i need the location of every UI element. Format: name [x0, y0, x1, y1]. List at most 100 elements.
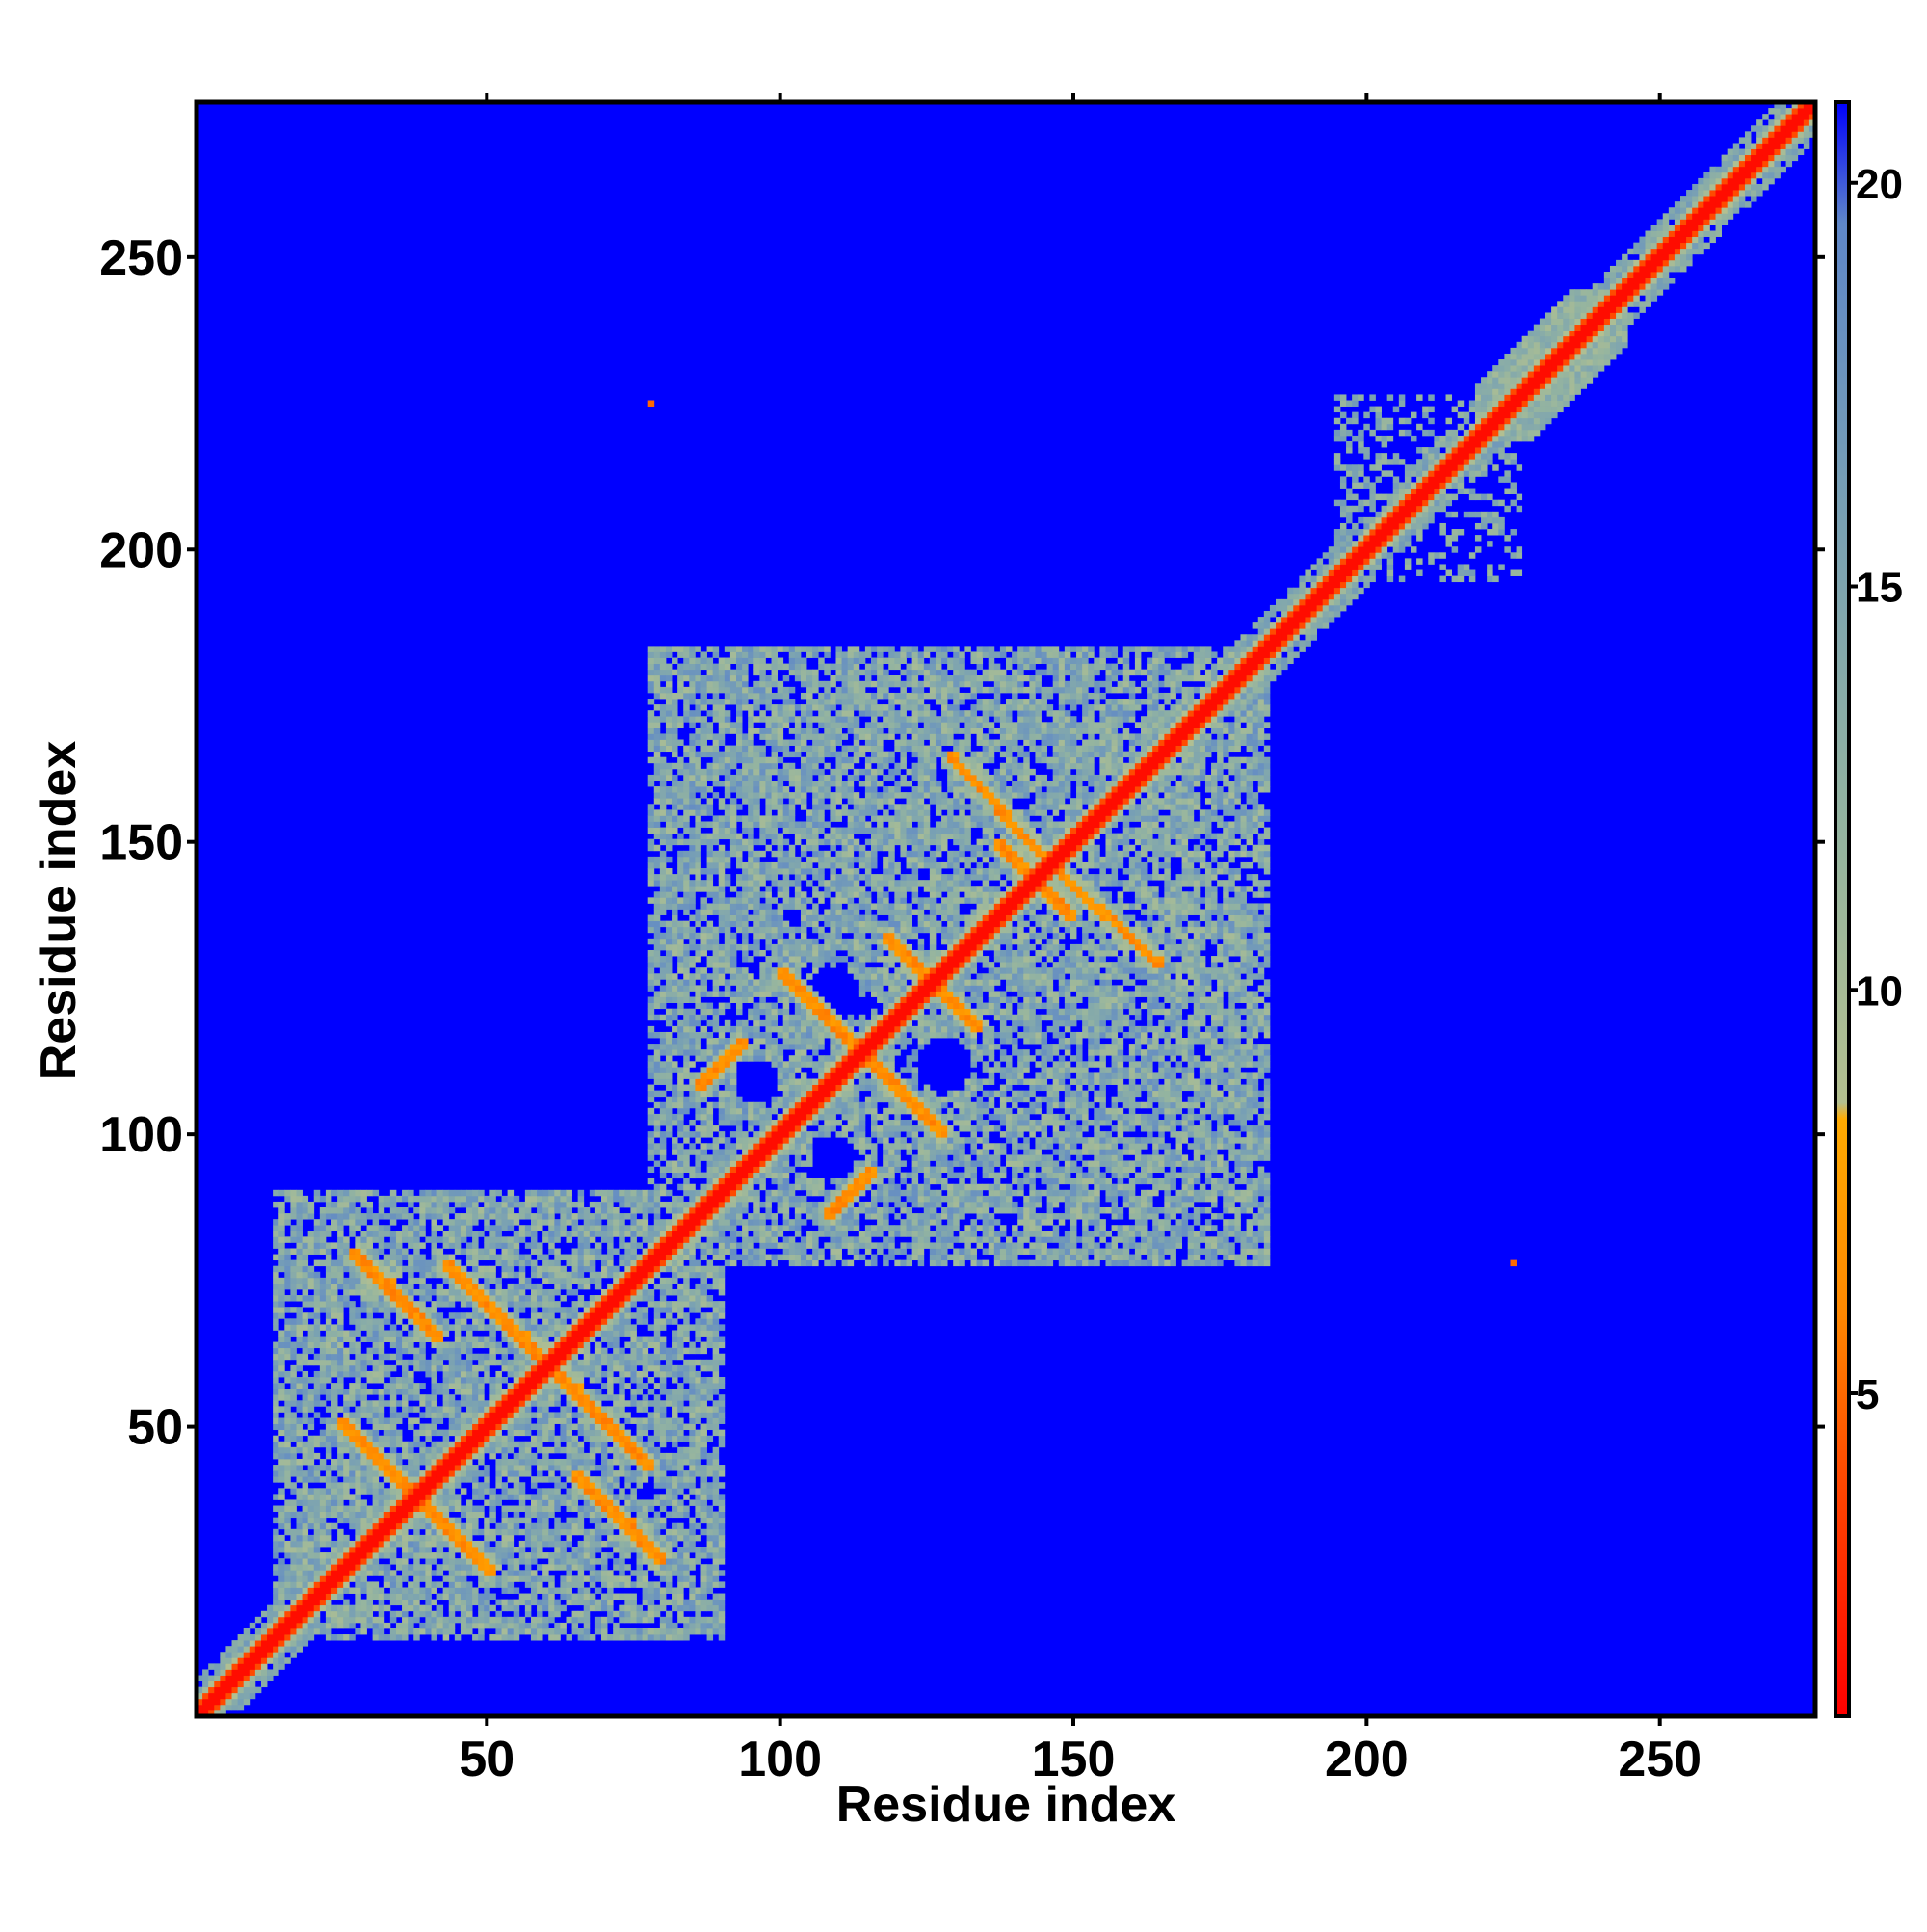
- heatmap-cell: [331, 1511, 338, 1519]
- heatmap-cell: [530, 1558, 538, 1565]
- heatmap-cell: [518, 1558, 526, 1565]
- heatmap-cell: [636, 1347, 644, 1355]
- heatmap-cell: [325, 1581, 332, 1588]
- heatmap-cell: [495, 1377, 502, 1384]
- heatmap-cell: [202, 1681, 209, 1688]
- heatmap-cell: [607, 1283, 614, 1290]
- heatmap-cell: [284, 1499, 291, 1506]
- heatmap-cell: [601, 1301, 608, 1308]
- heatmap-cell: [542, 1564, 549, 1571]
- heatmap-cell: [360, 1324, 367, 1331]
- heatmap-cell: [700, 1499, 707, 1506]
- heatmap-cell: [653, 1254, 661, 1261]
- heatmap-cell: [419, 1283, 426, 1290]
- heatmap-cell: [712, 1400, 720, 1407]
- heatmap-cell: [1152, 1259, 1159, 1267]
- heatmap-cell: [378, 1522, 385, 1530]
- heatmap-cell: [278, 1301, 285, 1308]
- heatmap-cell: [225, 1704, 232, 1711]
- heatmap-cell: [419, 1341, 426, 1349]
- heatmap-cell: [431, 1400, 437, 1407]
- heatmap-cell: [489, 1452, 496, 1460]
- heatmap-cell: [619, 1330, 625, 1337]
- heatmap-cell: [343, 1465, 350, 1471]
- heatmap-cell: [325, 1482, 332, 1489]
- heatmap-cell: [636, 1370, 644, 1378]
- heatmap-cell: [313, 1312, 321, 1319]
- heatmap-cell: [613, 1417, 620, 1424]
- heatmap-cell: [665, 1628, 673, 1635]
- heatmap-cell: [507, 1370, 515, 1378]
- heatmap-cell: [665, 1265, 673, 1273]
- heatmap-cell: [284, 1389, 291, 1395]
- heatmap-cell: [460, 1505, 467, 1512]
- heatmap-cell: [360, 1564, 367, 1571]
- heatmap-cell: [325, 1330, 332, 1337]
- heatmap-cell: [366, 1558, 374, 1565]
- heatmap-cell: [478, 1336, 485, 1342]
- heatmap-cell: [489, 1564, 496, 1571]
- heatmap-cell: [343, 1359, 350, 1366]
- heatmap-cell: [577, 1377, 585, 1384]
- heatmap-cell: [349, 1318, 356, 1325]
- heatmap-cell: [402, 1540, 409, 1548]
- heatmap-cell: [273, 1283, 279, 1290]
- heatmap-cell: [982, 1236, 990, 1243]
- heatmap-cell: [566, 1423, 572, 1431]
- heatmap-cell: [607, 1417, 614, 1424]
- heatmap-cell: [935, 1248, 942, 1255]
- heatmap-cell: [313, 1341, 321, 1349]
- heatmap-cell: [507, 1570, 515, 1576]
- heatmap-cell: [495, 1435, 502, 1442]
- heatmap-cell: [431, 1494, 437, 1500]
- heatmap-cell: [589, 1441, 596, 1448]
- heatmap-cell: [325, 1452, 332, 1460]
- heatmap-cell: [478, 1540, 485, 1548]
- heatmap-cell: [408, 1283, 414, 1290]
- heatmap-cell: [372, 1406, 380, 1413]
- heatmap-cell: [325, 1312, 332, 1319]
- heatmap-cell: [653, 1347, 661, 1355]
- heatmap-cell: [683, 1581, 690, 1588]
- heatmap-cell: [542, 1231, 549, 1237]
- heatmap-cell: [665, 1307, 673, 1313]
- heatmap-cell: [630, 1347, 637, 1355]
- heatmap-cell: [290, 1370, 297, 1378]
- heatmap-cell: [436, 1364, 444, 1372]
- heatmap-cell: [383, 1511, 391, 1519]
- heatmap-cell: [700, 1364, 707, 1372]
- heatmap-cell: [601, 1599, 608, 1606]
- heatmap-cell: [302, 1429, 309, 1437]
- heatmap-cell: [1094, 1248, 1100, 1255]
- heatmap-cell: [583, 1452, 591, 1460]
- heatmap-cell: [518, 1429, 526, 1437]
- heatmap-cell: [542, 1488, 549, 1495]
- heatmap-cell: [343, 1634, 350, 1641]
- heatmap-cell: [425, 1593, 432, 1601]
- heatmap-cell: [706, 1259, 714, 1267]
- heatmap-cell: [624, 1522, 631, 1530]
- heatmap-cell: [677, 1341, 684, 1349]
- heatmap-cell: [349, 1312, 356, 1319]
- heatmap-cell: [489, 1295, 496, 1302]
- heatmap-cell: [689, 1412, 696, 1418]
- heatmap-cell: [273, 1628, 279, 1635]
- heatmap-cell: [402, 1288, 409, 1296]
- heatmap-cell: [601, 1558, 608, 1565]
- heatmap-cell: [613, 1564, 620, 1571]
- heatmap-cell: [442, 1452, 450, 1460]
- heatmap-cell: [337, 1616, 344, 1624]
- heatmap-cell: [712, 1528, 720, 1536]
- heatmap-cell: [290, 1640, 297, 1647]
- heatmap-cell: [436, 1458, 444, 1466]
- heatmap-cell: [524, 1581, 532, 1588]
- heatmap-cell: [331, 1389, 338, 1395]
- heatmap-cell: [448, 1383, 456, 1389]
- heatmap-cell: [425, 1423, 432, 1431]
- heatmap-cell: [706, 1312, 714, 1319]
- heatmap-cell: [594, 1394, 602, 1401]
- heatmap-cell: [425, 1307, 432, 1313]
- heatmap-cell: [642, 1540, 649, 1548]
- heatmap-cell: [349, 1248, 356, 1255]
- heatmap-cell: [225, 1652, 232, 1658]
